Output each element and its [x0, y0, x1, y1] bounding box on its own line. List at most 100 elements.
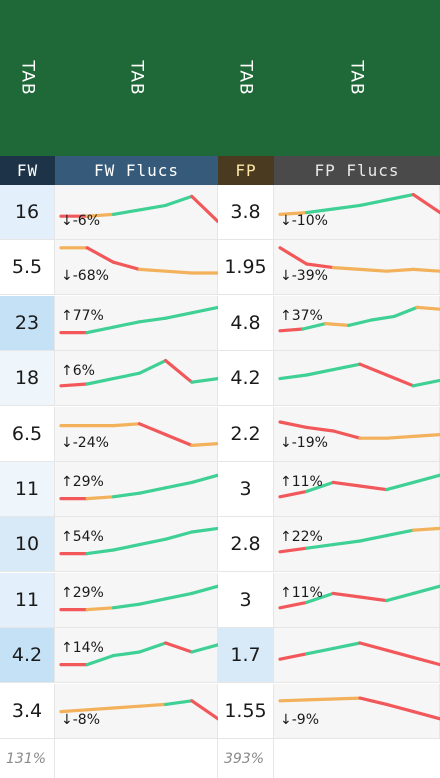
fp-flucs-cell: ↓-19%: [274, 407, 440, 462]
fp-flucs-segment: [411, 526, 440, 532]
fp-flucs-segment: [385, 702, 415, 714]
fp-flucs-sparkline: [278, 584, 440, 610]
fp-flucs-segment: [385, 373, 415, 388]
fw-flucs-segment: [111, 543, 142, 552]
fw-flucs-sparkline: [59, 359, 218, 388]
fw-flucs-segment: [85, 548, 115, 556]
fw-flucs-sparkline: [59, 584, 218, 612]
fw-flucs-segment: [190, 441, 218, 448]
fp-flucs-segment: [392, 305, 419, 318]
tab-4[interactable]: TAB: [274, 0, 440, 156]
fw-flucs-cell: ↑29%: [55, 573, 218, 628]
fw-flucs-segment: [137, 422, 168, 437]
fw-flucs-segment: [137, 359, 168, 375]
fp-flucs-segment: [278, 211, 309, 216]
fw-flucs-cell: ↓-8%: [55, 684, 218, 739]
column-header-fp-flucs[interactable]: FP Flucs: [274, 156, 440, 185]
fw-flucs-sparkline: [59, 473, 218, 501]
fw-flucs-segment: [85, 654, 115, 667]
fw-flucs-cell: ↓-24%: [55, 407, 218, 462]
fp-value-cell: 4.8: [218, 296, 274, 351]
fp-flucs-segment: [411, 267, 440, 273]
fw-flucs-segment: [111, 422, 142, 428]
fp-value-cell: 4.2: [218, 351, 274, 406]
fp-flucs-cell: ↓-10%: [274, 185, 440, 240]
fp-change-percent: ↑22%: [280, 529, 323, 545]
fp-flucs-sparkline: [278, 526, 440, 554]
fw-flucs-segment: [190, 305, 218, 315]
fp-change-percent: ↑11%: [280, 585, 323, 601]
fw-flucs-segment: [59, 708, 89, 714]
fp-value-cell: 3: [218, 573, 274, 628]
fw-flucs-segment: [190, 584, 218, 595]
fw-flucs-segment: [190, 699, 218, 721]
tab-4-label: TAB: [346, 60, 367, 96]
fp-change-percent: ↑37%: [280, 308, 323, 324]
fp-flucs-segment: [358, 595, 389, 603]
fw-flucs-sparkline: [59, 699, 218, 721]
fp-flucs-cell: ↓-9%: [274, 684, 440, 739]
fw-flucs-cell: ↓-68%: [55, 240, 218, 295]
fp-flucs-segment: [411, 193, 440, 215]
fw-flucs-segment: [85, 606, 115, 612]
fw-flucs-segment: [190, 194, 218, 224]
fw-flucs-sparkline: [59, 246, 218, 275]
fp-flucs-cell: ↓-39%: [274, 240, 440, 295]
fw-flucs-segment: [85, 212, 115, 218]
fp-flucs-segment: [411, 378, 440, 388]
tab-3[interactable]: TAB: [218, 0, 274, 156]
fw-flucs-segment: [85, 325, 115, 335]
fp-flucs-segment: [331, 266, 362, 271]
fp-flucs-segment: [358, 696, 389, 706]
fw-flucs-segment: [137, 316, 168, 324]
fw-flucs-segment: [111, 602, 142, 610]
fw-flucs-segment: [164, 311, 194, 320]
footer-fp-total: 393%: [218, 739, 274, 778]
fw-flucs-cell: ↑14%: [55, 628, 218, 683]
fp-flucs-segment: [331, 539, 362, 547]
fw-flucs-cell: ↑6%: [55, 351, 218, 406]
fw-value-cell: 18: [0, 351, 55, 406]
fp-change-percent: ↓-9%: [280, 712, 319, 728]
column-header-fw[interactable]: FW: [0, 156, 55, 185]
fw-flucs-segment: [137, 203, 168, 212]
fp-flucs-sparkline: [278, 641, 440, 667]
fw-value-cell: 3.4: [0, 684, 55, 739]
fw-flucs-segment: [137, 537, 168, 547]
fw-flucs-segment: [164, 699, 194, 706]
fw-flucs-segment: [85, 246, 115, 264]
column-header-fw-flucs[interactable]: FW Flucs: [55, 156, 218, 185]
tab-3-label: TAB: [235, 60, 256, 96]
fp-flucs-segment: [331, 591, 362, 599]
fp-flucs-segment: [331, 203, 362, 211]
tab-1[interactable]: TAB: [0, 0, 55, 156]
fp-flucs-segment: [305, 697, 335, 702]
fp-flucs-sparkline: [278, 305, 440, 333]
header-band: [0, 0, 440, 156]
fw-value-cell: 5.5: [0, 240, 55, 295]
fp-value-cell: 2.8: [218, 517, 274, 572]
fp-flucs-segment: [278, 327, 305, 333]
fw-change-percent: ↑29%: [61, 585, 104, 601]
fw-flucs-sparkline: [59, 422, 218, 448]
fp-flucs-segment: [278, 698, 309, 703]
fp-flucs-cell: ↑11%: [274, 573, 440, 628]
fw-value-cell: 6.5: [0, 407, 55, 462]
fp-flucs-segment: [331, 480, 362, 488]
fw-change-percent: ↓-68%: [61, 268, 109, 284]
fp-flucs-segment: [358, 641, 389, 652]
fw-flucs-sparkline: [59, 305, 218, 335]
fp-flucs-segment: [411, 584, 440, 595]
fw-change-percent: ↑77%: [61, 308, 104, 324]
fw-flucs-segment: [190, 473, 218, 484]
tab-2[interactable]: TAB: [55, 0, 218, 156]
fw-flucs-segment: [190, 643, 218, 654]
fp-flucs-segment: [278, 420, 309, 429]
column-header-fp[interactable]: FP: [218, 156, 274, 185]
fp-flucs-segment: [278, 600, 309, 610]
fp-flucs-segment: [411, 433, 440, 438]
fw-flucs-sparkline: [59, 641, 218, 667]
fw-flucs-cell: ↑77%: [55, 296, 218, 351]
fp-flucs-segment: [305, 368, 335, 377]
fw-flucs-segment: [111, 371, 142, 381]
